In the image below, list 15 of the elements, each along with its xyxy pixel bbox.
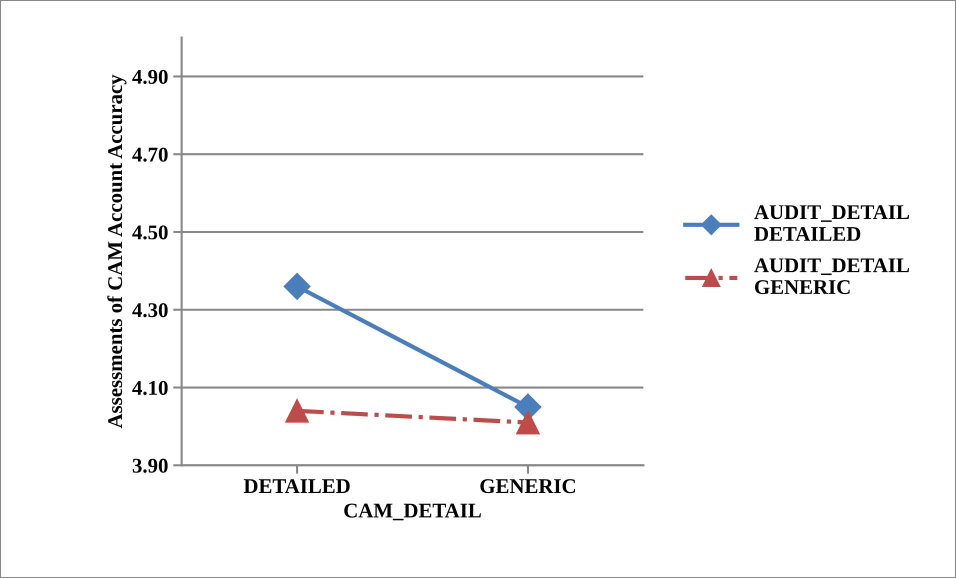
y-tick-label: 4.10 bbox=[132, 380, 168, 396]
legend-label: AUDIT_DETAIL DETAILED bbox=[754, 205, 910, 241]
y-tick-label: 4.50 bbox=[132, 225, 168, 240]
y-tick-label: 4.90 bbox=[132, 70, 168, 84]
point bbox=[285, 399, 309, 423]
y-tick-label: 4.30 bbox=[132, 303, 168, 318]
x-tick-label: GENERIC bbox=[480, 479, 575, 494]
legend-label: AUDIT_DETAIL GENERIC bbox=[754, 258, 910, 294]
point bbox=[516, 410, 540, 434]
x-tick-label: DETAILED bbox=[244, 479, 350, 493]
x-axis-title: CAM_DETAIL bbox=[344, 504, 481, 520]
point bbox=[284, 272, 311, 300]
y-axis-title: Assessments of CAM Account Accuracy bbox=[107, 74, 126, 428]
y-tick-label: 3.90 bbox=[132, 458, 168, 473]
y-tick-label: 4.70 bbox=[132, 148, 168, 162]
